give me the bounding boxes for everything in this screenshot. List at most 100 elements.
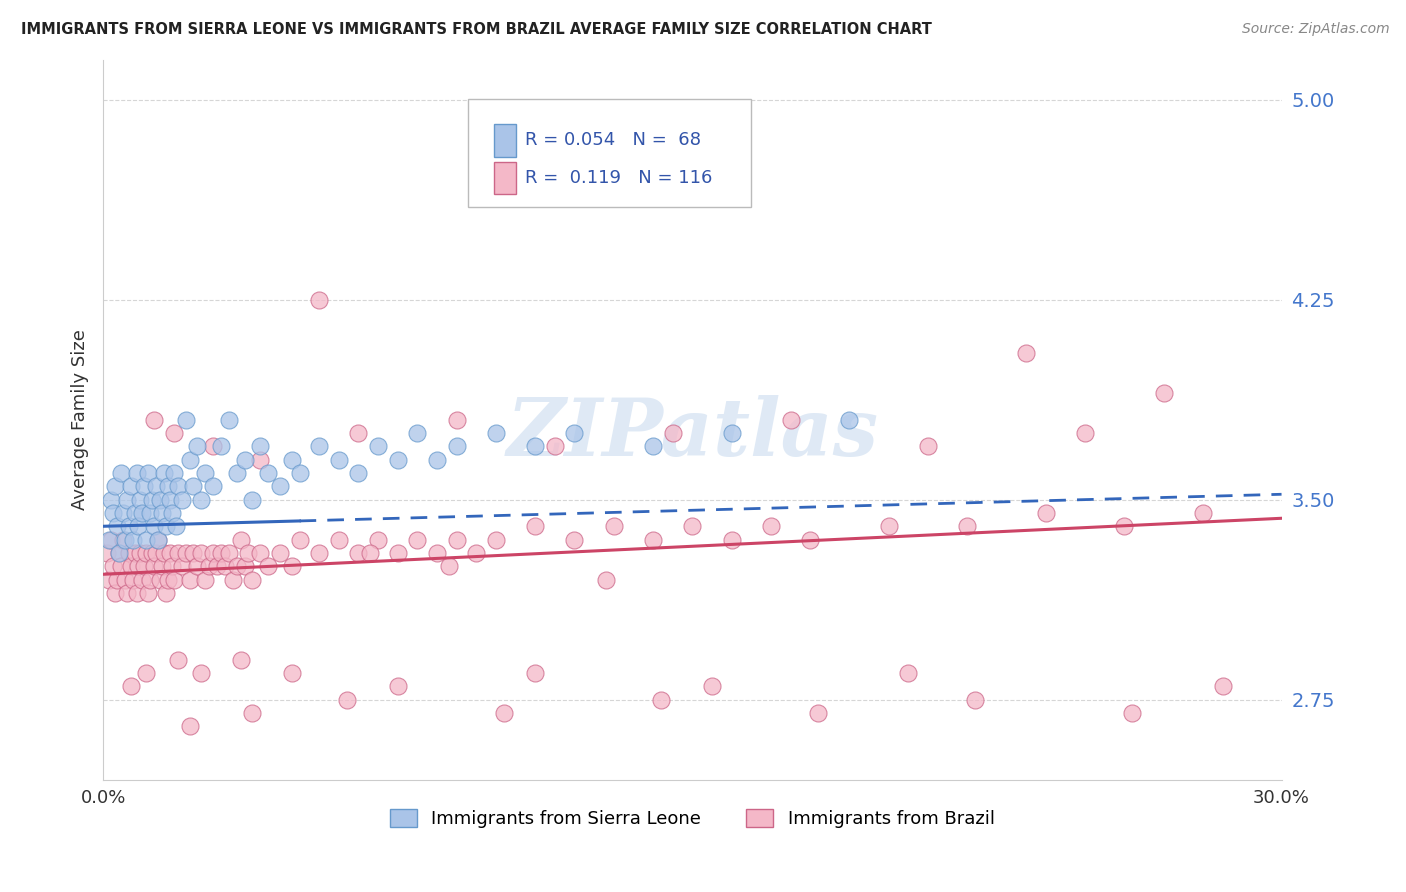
Point — [127, 519, 149, 533]
Point — [100, 533, 122, 547]
Point — [121, 573, 143, 587]
Point — [121, 533, 143, 547]
Point — [387, 546, 409, 560]
Point — [209, 439, 232, 453]
Point — [156, 479, 179, 493]
Point — [681, 519, 703, 533]
Point — [426, 452, 449, 467]
Point — [105, 519, 128, 533]
Point — [114, 573, 136, 587]
Point — [367, 439, 389, 453]
Point — [101, 559, 124, 574]
Text: ZIPatlas: ZIPatlas — [506, 395, 879, 473]
Point — [700, 679, 723, 693]
Point — [131, 573, 153, 587]
Point — [155, 519, 177, 533]
Point — [179, 452, 201, 467]
Point — [280, 559, 302, 574]
Point — [218, 412, 240, 426]
Point — [1035, 506, 1057, 520]
Point — [198, 559, 221, 574]
Point — [406, 425, 429, 440]
Point — [186, 439, 208, 453]
Point — [145, 479, 167, 493]
Point — [485, 425, 508, 440]
Point — [149, 573, 172, 587]
Point — [242, 573, 264, 587]
Point — [166, 652, 188, 666]
Point — [225, 466, 247, 480]
Point — [308, 293, 330, 307]
Point — [202, 546, 225, 560]
Point — [347, 546, 370, 560]
Point — [257, 466, 280, 480]
Point — [96, 546, 118, 560]
Point — [229, 533, 252, 547]
Point — [145, 546, 167, 560]
Point — [150, 559, 173, 574]
Point — [544, 439, 567, 453]
Point — [269, 479, 291, 493]
Point — [141, 492, 163, 507]
Point — [1212, 679, 1234, 693]
Point — [108, 546, 131, 560]
Point — [153, 546, 176, 560]
Point — [280, 452, 302, 467]
Point — [129, 492, 152, 507]
Point — [190, 546, 212, 560]
Point — [257, 559, 280, 574]
Point — [249, 439, 271, 453]
Point — [720, 425, 742, 440]
Text: IMMIGRANTS FROM SIERRA LEONE VS IMMIGRANTS FROM BRAZIL AVERAGE FAMILY SIZE CORRE: IMMIGRANTS FROM SIERRA LEONE VS IMMIGRAN… — [21, 22, 932, 37]
Point — [308, 546, 330, 560]
Point — [242, 492, 264, 507]
Point — [135, 665, 157, 680]
Point — [111, 506, 134, 520]
Point — [238, 546, 260, 560]
Point — [269, 546, 291, 560]
Text: Source: ZipAtlas.com: Source: ZipAtlas.com — [1241, 22, 1389, 37]
Point — [194, 573, 217, 587]
Point — [209, 546, 232, 560]
Point — [110, 559, 132, 574]
Point — [136, 586, 159, 600]
Point — [897, 665, 920, 680]
Point — [125, 586, 148, 600]
Legend: Immigrants from Sierra Leone, Immigrants from Brazil: Immigrants from Sierra Leone, Immigrants… — [382, 802, 1002, 836]
Point — [139, 506, 162, 520]
Point — [118, 519, 141, 533]
Point — [143, 559, 166, 574]
Point — [641, 439, 664, 453]
Point — [661, 425, 683, 440]
Point — [127, 559, 149, 574]
Point — [367, 533, 389, 547]
Point — [104, 586, 127, 600]
Point — [190, 665, 212, 680]
Point — [387, 452, 409, 467]
Point — [179, 573, 201, 587]
Point — [111, 533, 134, 547]
Point — [233, 452, 256, 467]
Point — [202, 439, 225, 453]
Point — [249, 452, 271, 467]
Point — [359, 546, 381, 560]
Point — [524, 519, 547, 533]
Point — [288, 466, 311, 480]
Text: R =  0.119   N = 116: R = 0.119 N = 116 — [524, 169, 713, 186]
Point — [877, 519, 900, 533]
Point — [134, 559, 156, 574]
Point — [446, 439, 468, 453]
Point — [799, 533, 821, 547]
Point — [956, 519, 979, 533]
Point — [170, 492, 193, 507]
Point — [406, 533, 429, 547]
Point — [125, 466, 148, 480]
Point — [838, 412, 860, 426]
Point — [136, 466, 159, 480]
Point — [1153, 386, 1175, 401]
Point — [225, 559, 247, 574]
Point — [108, 546, 131, 560]
Point — [163, 466, 186, 480]
Point — [186, 559, 208, 574]
Point — [135, 533, 157, 547]
